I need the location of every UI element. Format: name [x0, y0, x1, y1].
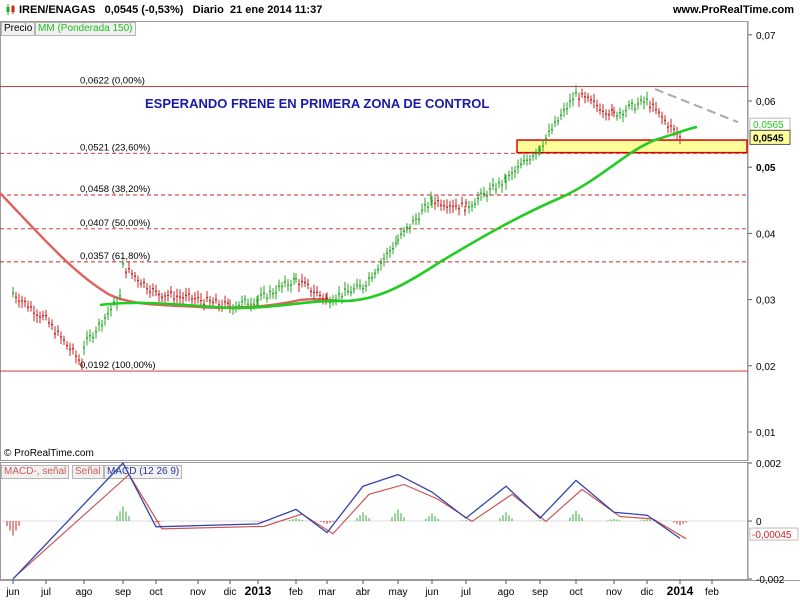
y-axis-label: 0,01 — [756, 428, 776, 439]
x-axis-label: ago — [76, 587, 93, 598]
macd-line — [12, 461, 681, 580]
y-axis-label: 0,04 — [756, 229, 776, 240]
x-axis-label: jun — [424, 587, 438, 598]
x-axis-label: dic — [224, 587, 237, 598]
chart-header: IREN/ENAGAS 0,0545 (-0,53%) Diario 21 en… — [0, 0, 800, 21]
copyright-label: © ProRealTime.com — [4, 448, 94, 459]
macd-signal-tag[interactable]: Señal — [72, 465, 104, 479]
current-price-label: 0,0545 — [753, 133, 784, 144]
candlestick-icon — [6, 4, 15, 15]
x-axis-label: 2013 — [245, 584, 272, 598]
x-axis-label: feb — [289, 587, 303, 598]
symbol-name: IREN/ENAGAS — [19, 4, 96, 16]
x-axis-label: sep — [532, 587, 549, 598]
macd-value-badge — [749, 527, 799, 541]
x-axis-label: feb — [705, 587, 719, 598]
x-axis-label: nov — [606, 587, 622, 598]
x-axis-label: nov — [190, 587, 206, 598]
mm-value-label: 0,0565 — [753, 120, 784, 131]
price-indicator-tag[interactable]: Precio — [1, 22, 36, 36]
x-axis-label: dic — [641, 587, 654, 598]
macd-axis-label: -0,002 — [756, 575, 785, 586]
x-axis-label: mar — [318, 587, 336, 598]
control-zone — [516, 139, 748, 154]
price-panel-frame — [0, 21, 748, 461]
x-axis-label: jun — [5, 587, 19, 598]
timeframe: Diario — [192, 4, 224, 16]
chart-annotation: ESPERANDO FRENE EN PRIMERA ZONA DE CONTR… — [145, 96, 489, 111]
macd-signal-line — [18, 473, 687, 574]
macd-value-label: -0,00045 — [752, 530, 792, 541]
fibonacci-label: 0,0622 (0,00%) — [80, 75, 145, 86]
y-axis-label: 0,07 — [756, 31, 776, 42]
x-axis-label: jul — [40, 587, 51, 598]
fibonacci-label: 0,0458 (38,20%) — [80, 184, 150, 195]
macd-histogram-tag[interactable]: MACD-, señal — [1, 465, 70, 479]
mm150-line — [99, 125, 698, 310]
macd-tag[interactable]: MACD (12 26 9) — [104, 465, 183, 479]
macd-axis-label: 0,002 — [756, 459, 781, 470]
y-axis-label: 0,06 — [756, 97, 776, 108]
early-moving-average-line — [0, 192, 341, 309]
fibonacci-label: 0,0357 (61,80%) — [80, 251, 150, 262]
symbol-quote: 0,0545 (-0,53%) — [104, 4, 184, 16]
current-price-badge — [749, 129, 791, 145]
x-axis-label: abr — [356, 587, 371, 598]
datetime: 21 ene 2014 11:37 — [229, 4, 323, 16]
x-axis-label: may — [389, 587, 408, 598]
x-axis-label: ago — [498, 587, 515, 598]
x-axis-label: oct — [149, 587, 163, 598]
macd-axis-label: 0 — [756, 517, 762, 528]
site-url[interactable]: www.ProRealTime.com — [672, 4, 794, 16]
y-axis-label: 0,03 — [756, 296, 776, 307]
y-axis-label: 0,05 — [756, 163, 776, 174]
fibonacci-label: 0,0521 (23,60%) — [80, 142, 150, 153]
symbol-info: IREN/ENAGAS 0,0545 (-0,53%) Diario 21 en… — [6, 4, 322, 16]
downtrend-line — [654, 88, 739, 124]
x-axis-label: oct — [569, 587, 583, 598]
x-axis-label: sep — [115, 587, 132, 598]
mm-indicator-tag[interactable]: MM (Ponderada 150) — [35, 22, 136, 36]
x-axis-label: jul — [460, 587, 471, 598]
fibonacci-label: 0,0192 (100,00%) — [80, 360, 156, 371]
fibonacci-label: 0,0407 (50,00%) — [80, 218, 150, 229]
x-axis-label: 2014 — [667, 584, 694, 598]
y-axis-label: 0,02 — [756, 362, 776, 373]
